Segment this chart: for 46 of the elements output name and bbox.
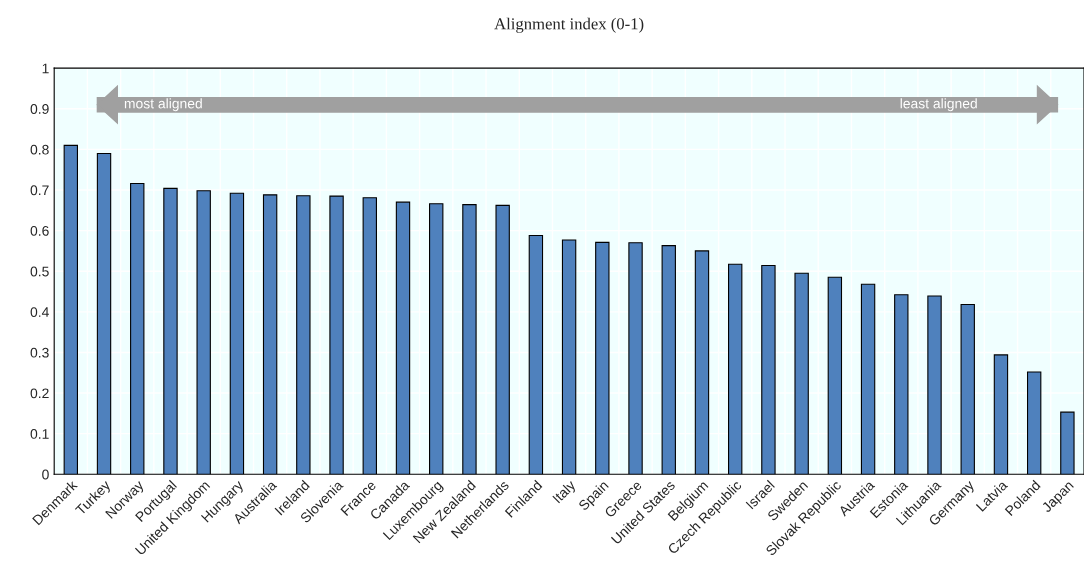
bar (362, 197, 377, 475)
chart-title: Alignment index (0-1) (494, 17, 644, 33)
bar (329, 195, 344, 475)
y-tick-label: 0.4 (30, 307, 49, 317)
bar (595, 241, 610, 475)
annotation: most aligned (124, 98, 202, 112)
bar (827, 276, 843, 475)
y-tick-label: 1 (42, 63, 49, 74)
bar (163, 187, 178, 475)
bar (130, 182, 145, 475)
bar (1026, 371, 1042, 475)
bar (927, 295, 942, 475)
bar (528, 234, 544, 475)
annotation: least aligned (900, 98, 977, 112)
x-tick-label: Italy (552, 479, 579, 506)
bar (761, 264, 776, 475)
y-tick-label: 0 (42, 469, 49, 480)
bar (894, 294, 909, 475)
bar (561, 239, 577, 475)
bar (96, 152, 112, 475)
bar (661, 245, 676, 475)
bar (960, 303, 975, 475)
bar (727, 263, 743, 475)
bar (495, 204, 510, 475)
bar (429, 203, 444, 475)
y-tick-label: 0.5 (30, 266, 49, 277)
bar (794, 272, 809, 475)
bar (63, 144, 79, 475)
bar (993, 354, 1009, 475)
bar (1060, 411, 1075, 475)
y-tick-label: 0.6 (30, 225, 49, 236)
y-tick-label: 0.9 (30, 104, 49, 114)
bar (395, 201, 411, 475)
bar (462, 204, 477, 475)
bar (628, 242, 643, 475)
bar (262, 194, 278, 475)
bar (196, 190, 211, 475)
y-tick-label: 0.3 (30, 347, 49, 358)
bar (229, 192, 245, 475)
y-tick-label: 0.1 (30, 429, 49, 439)
bar (694, 250, 710, 475)
y-tick-label: 0.7 (30, 185, 49, 196)
y-tick-label: 0.8 (30, 144, 49, 155)
bar (296, 195, 311, 475)
y-tick-label: 0.2 (30, 388, 49, 399)
bar (860, 283, 876, 475)
